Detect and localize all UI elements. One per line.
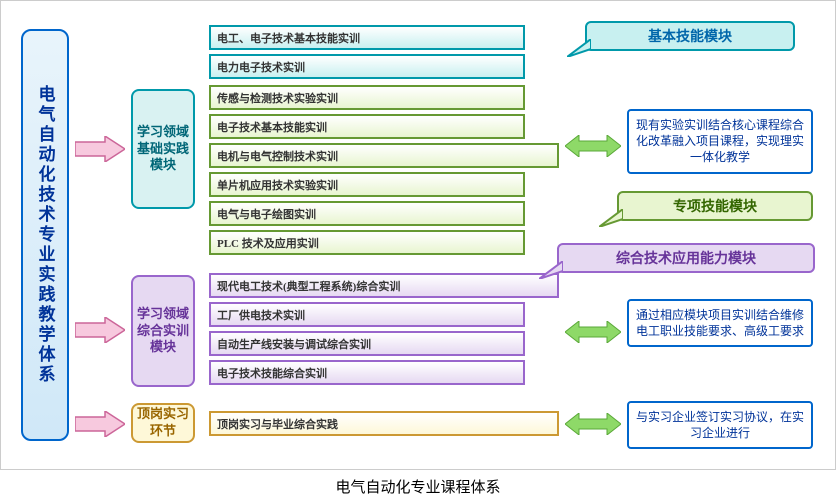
description-box: 与实习企业签订实习协议，在实习企业进行 xyxy=(627,401,813,449)
callout-label: 综合技术应用能力模块 xyxy=(557,243,815,273)
course-item: 现代电工技术(典型工程系统)综合实训 xyxy=(209,273,559,298)
curriculum-diagram: 电气自动化技术专业实践教学体系 学习领域基础实践模块学习领域综合实训模块顶岗实习… xyxy=(0,0,836,470)
callout-label: 专项技能模块 xyxy=(617,191,813,221)
course-item: 电气与电子绘图实训 xyxy=(209,201,525,226)
course-item: 顶岗实习与毕业综合实践 xyxy=(209,411,559,436)
callout-tail-icon xyxy=(599,209,623,232)
arrow-right-icon xyxy=(75,411,125,437)
course-item: 电子技术基本技能实训 xyxy=(209,114,525,139)
callout-tail-icon xyxy=(539,261,563,284)
description-box: 现有实验实训结合核心课程综合化改革融入项目课程，实现理实一体化教学 xyxy=(627,109,813,174)
arrow-right-icon xyxy=(75,136,125,162)
double-arrow-icon xyxy=(565,321,621,343)
description-box: 通过相应模块项目实训结合维修电工职业技能要求、高级工要求 xyxy=(627,299,813,347)
double-arrow-icon xyxy=(565,135,621,157)
module-box: 学习领域基础实践模块 xyxy=(131,89,195,209)
course-item: 电工、电子技术基本技能实训 xyxy=(209,25,525,50)
course-item: 电力电子技术实训 xyxy=(209,54,525,79)
course-item: PLC 技术及应用实训 xyxy=(209,230,525,255)
double-arrow-icon xyxy=(565,413,621,435)
module-box: 顶岗实习环节 xyxy=(131,403,195,443)
arrow-right-icon xyxy=(75,317,125,343)
course-item: 工厂供电技术实训 xyxy=(209,302,525,327)
course-item: 电机与电气控制技术实训 xyxy=(209,143,559,168)
vertical-title: 电气自动化技术专业实践教学体系 xyxy=(21,29,69,441)
course-item: 单片机应用技术实验实训 xyxy=(209,172,525,197)
callout-tail-icon xyxy=(567,39,591,62)
module-box: 学习领域综合实训模块 xyxy=(131,275,195,387)
course-item: 自动生产线安装与调试综合实训 xyxy=(209,331,525,356)
course-item: 传感与检测技术实验实训 xyxy=(209,85,525,110)
callout-label: 基本技能模块 xyxy=(585,21,795,51)
course-item: 电子技术技能综合实训 xyxy=(209,360,525,385)
diagram-caption: 电气自动化专业课程体系 xyxy=(0,476,836,497)
